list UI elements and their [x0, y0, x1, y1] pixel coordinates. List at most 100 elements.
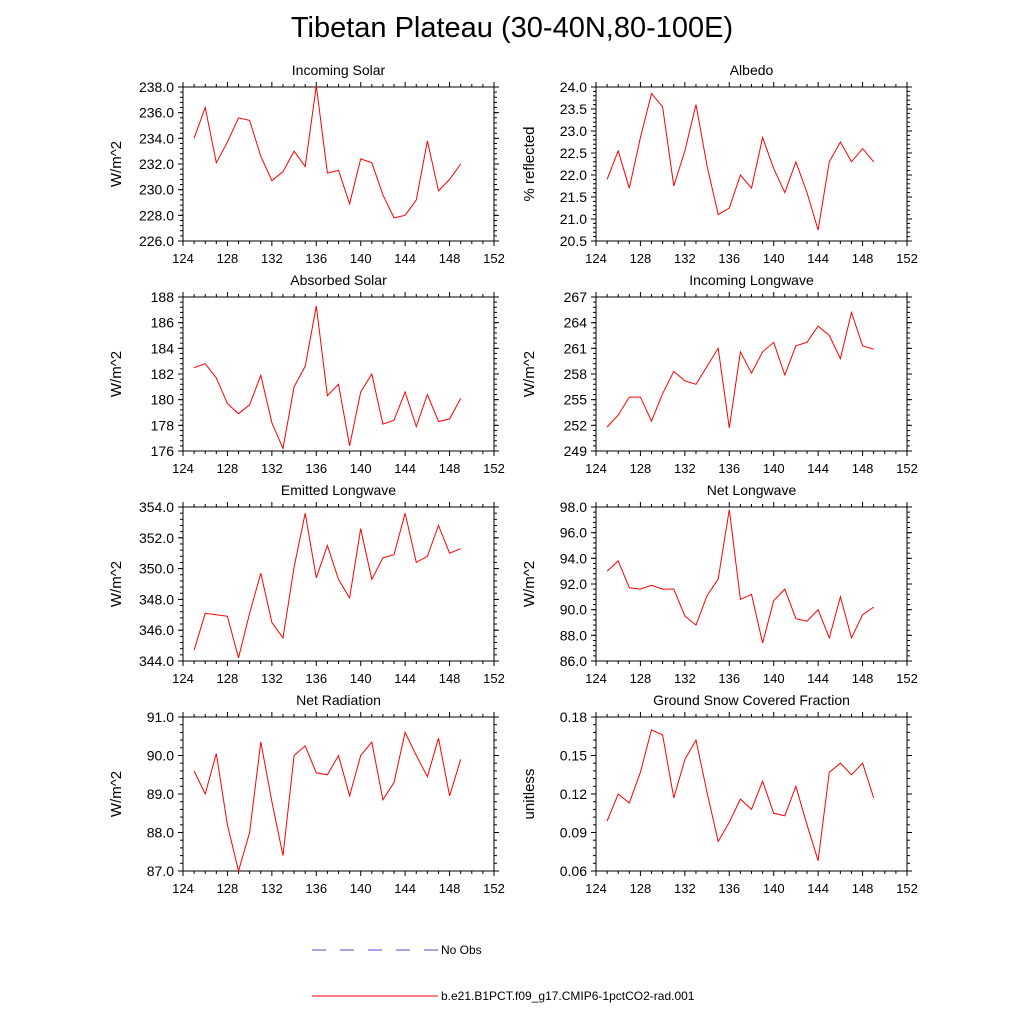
x-tick-label: 144	[394, 461, 416, 476]
y-tick-label: 348.0	[139, 591, 174, 607]
panel-title: Albedo	[730, 62, 774, 78]
y-axis-label: W/m^2	[108, 351, 125, 397]
x-tick-label: 152	[896, 881, 918, 896]
x-tick-label: 124	[172, 881, 194, 896]
y-tick-label: 188	[151, 289, 175, 305]
x-tick-label: 136	[305, 671, 327, 686]
x-tick-label: 136	[718, 251, 740, 266]
y-axis-label: unitless	[521, 769, 538, 820]
x-tick-label: 124	[172, 461, 194, 476]
x-tick-label: 140	[763, 881, 785, 896]
y-tick-label: 92.0	[560, 576, 587, 592]
x-tick-label: 152	[896, 671, 918, 686]
plot-frame	[182, 86, 495, 242]
y-tick-label: 94.0	[560, 550, 587, 566]
x-tick-label: 136	[718, 461, 740, 476]
x-tick-label: 148	[439, 671, 461, 686]
y-tick-label: 90.0	[560, 602, 587, 618]
x-tick-label: 152	[896, 251, 918, 266]
y-axis-label: W/m^2	[108, 771, 125, 817]
y-tick-label: 354.0	[139, 499, 174, 515]
y-tick-label: 89.0	[147, 786, 174, 802]
x-tick-label: 148	[439, 881, 461, 896]
y-axis-label: W/m^2	[521, 351, 538, 397]
y-axis-label: W/m^2	[108, 141, 125, 187]
x-tick-label: 128	[217, 881, 239, 896]
y-tick-label: 96.0	[560, 525, 587, 541]
chart-panel-net-radiation: 124 128 132 136 140 144 148 152 87.0 88.0 89.0 90.0…	[108, 692, 505, 896]
panel-title: Net Radiation	[296, 692, 381, 708]
x-tick-label: 128	[630, 671, 652, 686]
y-axis-label: % reflected	[521, 126, 538, 201]
x-tick-label: 140	[763, 461, 785, 476]
x-tick-label: 128	[630, 881, 652, 896]
legend-label-no-obs: No Obs	[441, 943, 482, 957]
chart-panel-net-longwave: 124 128 132 136 140 144 148 152 86.0 88.0 90.0 92.0…	[521, 482, 918, 686]
y-tick-label: 261	[564, 340, 588, 356]
y-tick-label: 267	[564, 289, 588, 305]
x-tick-label: 140	[763, 671, 785, 686]
x-tick-label: 152	[896, 461, 918, 476]
x-tick-label: 152	[483, 461, 505, 476]
x-tick-label: 128	[630, 461, 652, 476]
x-tick-label: 140	[350, 251, 372, 266]
series-line	[193, 513, 461, 659]
y-axis-label: W/m^2	[108, 561, 125, 607]
x-tick-label: 144	[807, 461, 829, 476]
x-tick-label: 124	[585, 671, 607, 686]
x-tick-label: 152	[483, 881, 505, 896]
chart-panel-incoming-solar: 124 128 132 136 140 144 148 152 226.0 228.0 230.0 2…	[108, 62, 505, 266]
series-line	[606, 729, 875, 861]
panel-title: Incoming Longwave	[689, 272, 814, 288]
chart-panel-incoming-longwave: 124 128 132 136 140 144 148 152 249 252 255 258 261 2…	[521, 272, 918, 476]
y-tick-label: 23.5	[560, 101, 587, 117]
chart-panel-ground-snow-covered-fraction: 124 128 132 136 140 144 148 152 0.06 0.09 0.12 0.15…	[521, 692, 918, 896]
x-tick-label: 124	[585, 881, 607, 896]
plot-frame	[595, 716, 908, 872]
y-tick-label: 232.0	[139, 156, 174, 172]
x-tick-label: 132	[674, 881, 696, 896]
y-tick-label: 88.0	[147, 825, 174, 841]
x-tick-label: 124	[172, 251, 194, 266]
x-tick-label: 148	[852, 251, 874, 266]
y-tick-label: 0.09	[560, 825, 587, 841]
y-tick-label: 178	[151, 417, 175, 433]
x-tick-label: 144	[807, 251, 829, 266]
x-tick-label: 140	[350, 671, 372, 686]
y-tick-label: 176	[151, 443, 175, 459]
y-tick-label: 87.0	[147, 863, 174, 879]
y-tick-label: 0.18	[560, 709, 587, 725]
series-line	[606, 310, 874, 428]
y-tick-label: 350.0	[139, 561, 174, 577]
x-tick-label: 124	[585, 251, 607, 266]
plot-frame	[182, 506, 495, 662]
x-tick-label: 132	[261, 251, 283, 266]
x-tick-label: 128	[630, 251, 652, 266]
series-line	[193, 85, 462, 219]
plot-frame	[595, 86, 908, 242]
chart-panel-albedo: 124 128 132 136 140 144 148 152 20.5 21.0 21.5 22.0…	[521, 62, 918, 266]
x-tick-label: 132	[261, 881, 283, 896]
y-tick-label: 264	[564, 315, 588, 331]
y-tick-label: 346.0	[139, 622, 174, 638]
y-tick-label: 23.0	[560, 123, 587, 139]
y-tick-label: 226.0	[139, 233, 174, 249]
chart-panel-absorbed-solar: 124 128 132 136 140 144 148 152 176 178 180 182 184 1…	[108, 272, 505, 476]
y-tick-label: 88.0	[560, 627, 587, 643]
y-tick-label: 22.5	[560, 145, 587, 161]
y-tick-label: 21.5	[560, 189, 587, 205]
panel-title: Ground Snow Covered Fraction	[653, 692, 850, 708]
x-tick-label: 144	[394, 881, 416, 896]
y-tick-label: 21.0	[560, 211, 587, 227]
plot-frame	[182, 296, 495, 452]
page-title: Tibetan Plateau (30-40N,80-100E)	[290, 12, 734, 44]
x-tick-label: 132	[261, 461, 283, 476]
x-tick-label: 136	[305, 881, 327, 896]
x-tick-label: 152	[483, 671, 505, 686]
x-tick-label: 148	[852, 671, 874, 686]
y-tick-label: 186	[151, 315, 175, 331]
y-tick-label: 344.0	[139, 653, 174, 669]
x-tick-label: 152	[483, 251, 505, 266]
y-tick-label: 234.0	[139, 130, 174, 146]
plot-frame	[182, 716, 495, 872]
